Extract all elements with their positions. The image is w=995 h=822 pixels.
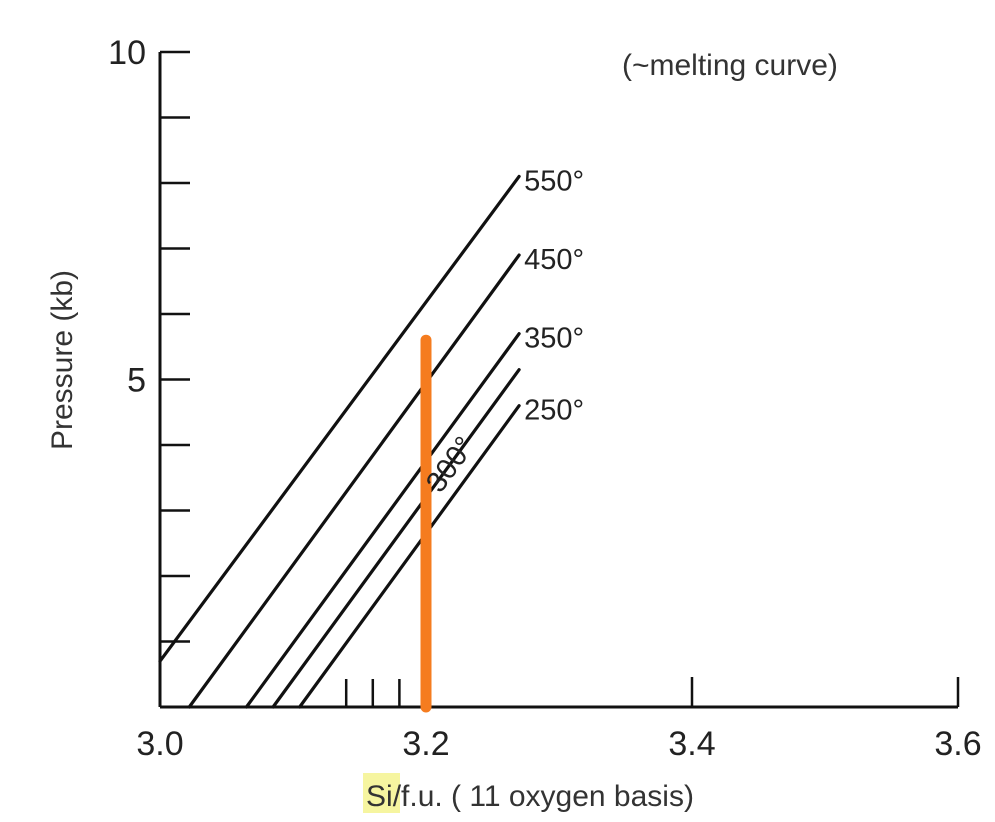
isotherm-line-250 (298, 404, 521, 709)
y-tick-label: 10 (108, 34, 146, 72)
svg-text:Si/f.u. ( 11 oxygen basis): Si/f.u. ( 11 oxygen basis) (366, 780, 694, 813)
x-tick-label: 3.2 (402, 725, 449, 763)
labels-layer: 550°450°350°300°250° (420, 165, 584, 498)
x-label-rest: /f.u. ( 11 oxygen basis) (393, 780, 694, 813)
x-label-si: Si (366, 780, 393, 813)
y-axis-label: Pressure (kb) (46, 270, 79, 450)
isotherm-line-350 (244, 332, 521, 709)
x-tick-label: 3.6 (934, 725, 981, 763)
isotherm-line-300 (271, 368, 521, 709)
isotherm-label-550: 550° (524, 165, 584, 197)
series-layer (158, 174, 521, 709)
axes: 5 10 3.0 3.2 3.4 3.6 (108, 34, 981, 763)
isotherm-line-550 (158, 174, 521, 663)
isotherm-line-450 (187, 253, 521, 709)
x-axis-label: Si/f.u. ( 11 oxygen basis) (363, 773, 694, 813)
isotherm-label-250: 250° (524, 395, 584, 427)
y-tick-label: 5 (127, 362, 146, 400)
x-label-highlight (363, 773, 400, 813)
x-tick-label: 3.0 (136, 725, 183, 763)
isotherm-label-450: 450° (524, 244, 584, 276)
isotherm-label-350: 350° (524, 323, 584, 355)
x-tick-label: 3.4 (668, 725, 715, 763)
annotation-melting-curve: (~melting curve) (622, 49, 838, 82)
